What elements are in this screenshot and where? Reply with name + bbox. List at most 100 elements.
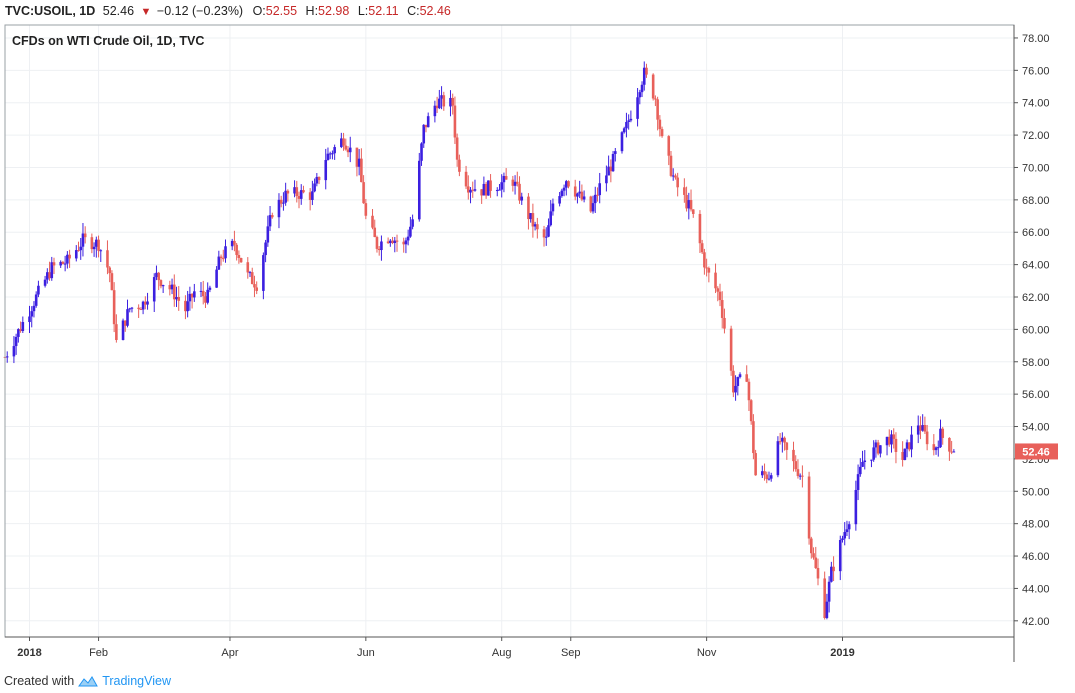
candle[interactable] bbox=[12, 336, 16, 364]
candle[interactable] bbox=[705, 258, 708, 277]
candle[interactable] bbox=[798, 473, 802, 480]
candle[interactable] bbox=[627, 114, 630, 130]
candle[interactable] bbox=[642, 61, 646, 91]
candle[interactable] bbox=[201, 280, 205, 305]
candle[interactable] bbox=[801, 465, 804, 488]
candle[interactable] bbox=[141, 300, 145, 315]
candle[interactable] bbox=[551, 198, 555, 216]
candle[interactable] bbox=[923, 416, 927, 435]
candle[interactable] bbox=[941, 426, 945, 445]
candle[interactable] bbox=[395, 234, 399, 252]
candle[interactable] bbox=[393, 236, 397, 253]
candle[interactable] bbox=[199, 282, 203, 298]
candle[interactable] bbox=[409, 216, 412, 238]
candle[interactable] bbox=[687, 192, 691, 220]
candle[interactable] bbox=[404, 237, 408, 254]
candle[interactable] bbox=[455, 133, 459, 167]
candle[interactable] bbox=[373, 219, 377, 238]
candle[interactable] bbox=[424, 124, 428, 133]
candle[interactable] bbox=[589, 195, 593, 213]
candle[interactable] bbox=[611, 150, 615, 172]
candle[interactable] bbox=[362, 175, 365, 204]
candle[interactable] bbox=[495, 187, 499, 197]
candle[interactable] bbox=[542, 225, 546, 247]
candle[interactable] bbox=[333, 144, 336, 160]
candle[interactable] bbox=[622, 126, 626, 134]
candle[interactable] bbox=[513, 175, 517, 195]
candle[interactable] bbox=[471, 181, 475, 198]
candle[interactable] bbox=[170, 278, 174, 295]
candle[interactable] bbox=[128, 307, 132, 313]
candle[interactable] bbox=[674, 173, 677, 180]
candle[interactable] bbox=[340, 132, 343, 149]
candle[interactable] bbox=[115, 314, 118, 343]
candle[interactable] bbox=[830, 561, 833, 583]
candle[interactable] bbox=[640, 81, 644, 98]
candle[interactable] bbox=[123, 320, 127, 332]
candle[interactable] bbox=[466, 175, 470, 200]
candle[interactable] bbox=[593, 186, 597, 214]
candle[interactable] bbox=[816, 558, 820, 586]
candle[interactable] bbox=[625, 112, 628, 138]
candle[interactable] bbox=[549, 200, 553, 227]
candle[interactable] bbox=[28, 305, 31, 334]
candle[interactable] bbox=[845, 520, 849, 536]
candle[interactable] bbox=[778, 432, 782, 445]
candle[interactable] bbox=[901, 441, 904, 467]
candle[interactable] bbox=[932, 434, 936, 456]
candle[interactable] bbox=[279, 195, 283, 208]
candle[interactable] bbox=[299, 184, 303, 205]
candle[interactable] bbox=[32, 301, 36, 318]
candle[interactable] bbox=[253, 275, 256, 298]
candle[interactable] bbox=[317, 176, 321, 185]
candle[interactable] bbox=[560, 188, 564, 198]
candle[interactable] bbox=[658, 115, 662, 137]
candle[interactable] bbox=[698, 210, 702, 253]
candle[interactable] bbox=[417, 152, 421, 222]
candle[interactable] bbox=[375, 235, 379, 253]
candle[interactable] bbox=[487, 180, 490, 196]
candle[interactable] bbox=[66, 251, 69, 269]
candle[interactable] bbox=[894, 432, 898, 464]
candle[interactable] bbox=[591, 195, 595, 214]
candle[interactable] bbox=[580, 184, 584, 202]
candle[interactable] bbox=[903, 448, 907, 461]
candle[interactable] bbox=[856, 464, 860, 501]
candle[interactable] bbox=[667, 135, 671, 166]
candle[interactable] bbox=[629, 110, 633, 123]
candle[interactable] bbox=[500, 174, 504, 198]
candle[interactable] bbox=[255, 281, 258, 295]
candle[interactable] bbox=[598, 172, 602, 204]
candle[interactable] bbox=[215, 266, 218, 288]
candle[interactable] bbox=[676, 172, 679, 197]
candle[interactable] bbox=[807, 471, 811, 545]
candle[interactable] bbox=[438, 89, 441, 110]
candle[interactable] bbox=[219, 254, 223, 266]
candle[interactable] bbox=[68, 249, 71, 268]
candle[interactable] bbox=[925, 424, 929, 451]
candle[interactable] bbox=[794, 455, 798, 472]
candle[interactable] bbox=[184, 295, 187, 320]
candle[interactable] bbox=[847, 521, 851, 540]
candle[interactable] bbox=[126, 299, 129, 328]
candle[interactable] bbox=[346, 146, 350, 158]
candle[interactable] bbox=[767, 471, 771, 481]
candle[interactable] bbox=[217, 250, 221, 271]
candle[interactable] bbox=[576, 192, 579, 204]
candle[interactable] bbox=[112, 282, 116, 333]
candle[interactable] bbox=[531, 203, 535, 238]
candle[interactable] bbox=[391, 236, 394, 245]
candle[interactable] bbox=[411, 214, 414, 230]
candle[interactable] bbox=[175, 286, 178, 307]
candle[interactable] bbox=[440, 86, 443, 110]
candle[interactable] bbox=[769, 472, 773, 482]
candle[interactable] bbox=[406, 229, 410, 246]
candle[interactable] bbox=[386, 237, 390, 245]
candle[interactable] bbox=[781, 432, 784, 453]
candle[interactable] bbox=[355, 147, 359, 177]
candle[interactable] bbox=[451, 93, 455, 115]
candle[interactable] bbox=[482, 176, 486, 196]
candle[interactable] bbox=[734, 375, 737, 401]
candle[interactable] bbox=[939, 419, 942, 448]
candle[interactable] bbox=[605, 165, 608, 192]
